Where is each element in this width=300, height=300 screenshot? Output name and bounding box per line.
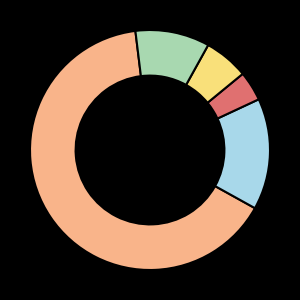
Wedge shape [208,74,259,118]
Wedge shape [135,30,208,85]
Wedge shape [215,99,270,208]
Wedge shape [186,45,243,103]
Wedge shape [30,31,255,270]
